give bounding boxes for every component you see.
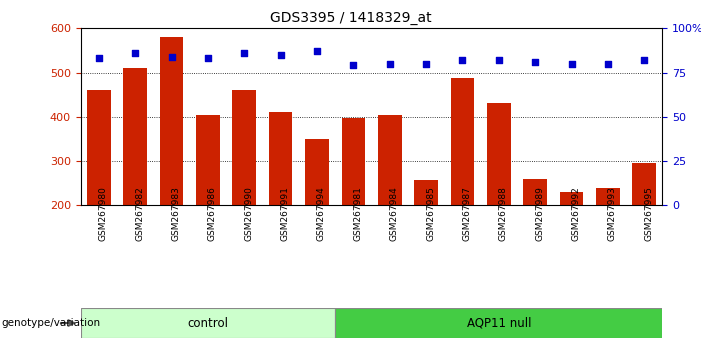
Bar: [123, 68, 147, 205]
Bar: [196, 115, 219, 205]
Point: [93, 56, 104, 61]
Text: GSM267981: GSM267981: [353, 186, 362, 241]
Bar: [268, 113, 292, 205]
Bar: [87, 90, 111, 205]
Text: GSM267989: GSM267989: [535, 186, 544, 241]
Point: [311, 48, 322, 54]
Point: [602, 61, 613, 67]
Text: GSM267986: GSM267986: [208, 186, 217, 241]
Text: GSM267980: GSM267980: [99, 186, 108, 241]
Bar: [160, 37, 184, 205]
Point: [494, 57, 505, 63]
Point: [566, 61, 577, 67]
Point: [348, 63, 359, 68]
Text: control: control: [187, 316, 229, 330]
Bar: [81, 308, 335, 338]
Bar: [341, 118, 365, 205]
Text: GSM267990: GSM267990: [244, 186, 253, 241]
Point: [203, 56, 214, 61]
Text: GSM267994: GSM267994: [317, 186, 326, 241]
Point: [238, 50, 250, 56]
Point: [275, 52, 286, 58]
Text: GSM267991: GSM267991: [280, 186, 290, 241]
Point: [529, 59, 540, 65]
Text: GSM267987: GSM267987: [463, 186, 472, 241]
Point: [418, 10, 430, 16]
Point: [166, 54, 177, 59]
Point: [421, 61, 432, 67]
Bar: [487, 103, 510, 205]
Bar: [559, 192, 583, 205]
Text: genotype/variation: genotype/variation: [1, 318, 100, 328]
Text: GSM267985: GSM267985: [426, 186, 435, 241]
Text: GSM267983: GSM267983: [172, 186, 181, 241]
Bar: [414, 180, 438, 205]
Bar: [451, 78, 475, 205]
Bar: [596, 188, 620, 205]
Point: [418, 252, 430, 257]
Point: [384, 61, 395, 67]
Point: [457, 57, 468, 63]
Text: AQP11 null: AQP11 null: [467, 316, 531, 330]
Text: GSM267992: GSM267992: [571, 186, 580, 241]
Point: [639, 57, 650, 63]
Bar: [305, 139, 329, 205]
Point: [130, 50, 141, 56]
Text: GSM267993: GSM267993: [608, 186, 617, 241]
Text: GSM267982: GSM267982: [135, 186, 144, 241]
Bar: [632, 163, 656, 205]
Bar: [335, 308, 662, 338]
Text: GSM267984: GSM267984: [390, 186, 399, 241]
Text: GSM267988: GSM267988: [499, 186, 508, 241]
Bar: [524, 179, 547, 205]
Text: GSM267995: GSM267995: [644, 186, 653, 241]
Text: GDS3395 / 1418329_at: GDS3395 / 1418329_at: [270, 11, 431, 25]
Bar: [378, 115, 402, 205]
Bar: [233, 90, 256, 205]
